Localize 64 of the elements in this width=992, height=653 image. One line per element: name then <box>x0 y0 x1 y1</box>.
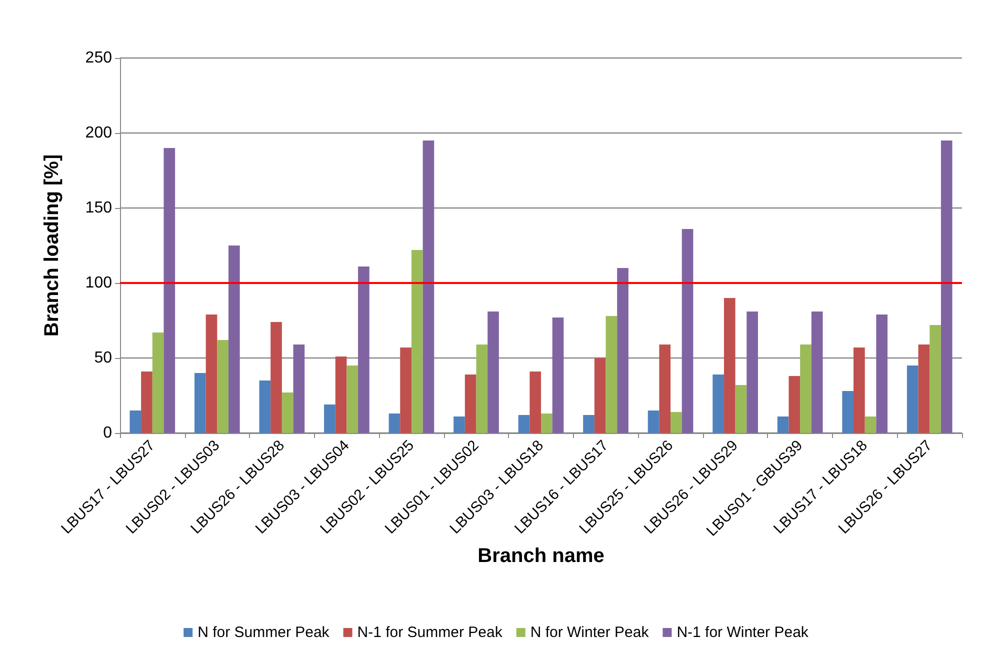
bar <box>530 372 541 433</box>
y-tick-label: 0 <box>103 424 112 442</box>
bar <box>930 325 941 433</box>
bar <box>724 298 736 433</box>
legend-label: N for Summer Peak <box>198 624 330 641</box>
bar <box>282 392 294 433</box>
y-tick-label: 200 <box>85 124 112 142</box>
bar <box>876 314 888 433</box>
bar <box>906 366 918 433</box>
bar <box>918 344 930 433</box>
legend-label: N-1 for Summer Peak <box>357 624 503 641</box>
bar <box>476 344 488 433</box>
bar <box>518 415 530 433</box>
bar <box>864 416 876 433</box>
bar <box>735 385 747 433</box>
bar <box>788 376 800 433</box>
bar <box>194 373 206 433</box>
bar <box>152 332 164 433</box>
legend-label: N-1 for Winter Peak <box>676 624 809 641</box>
bar <box>400 348 412 433</box>
bar <box>270 322 282 433</box>
legend-label: N for Winter Peak <box>530 624 650 641</box>
bar <box>454 416 465 433</box>
x-axis-title: Branch name <box>478 545 604 568</box>
bar <box>422 140 434 433</box>
bar <box>217 340 228 433</box>
bar <box>606 316 618 433</box>
y-axis-title: Branch loading [%] <box>41 154 63 337</box>
bar <box>541 414 552 433</box>
bar <box>594 358 606 433</box>
y-tick-label: 250 <box>85 50 112 66</box>
bar <box>324 404 336 433</box>
bar <box>811 312 823 433</box>
bar <box>293 344 305 433</box>
y-tick-label: 50 <box>94 350 112 366</box>
bar <box>335 356 347 433</box>
y-tick-label: 100 <box>85 274 112 292</box>
bar <box>777 416 789 433</box>
bar <box>411 250 423 433</box>
bar <box>346 366 358 433</box>
bar <box>712 374 724 433</box>
bar <box>488 312 499 433</box>
bar <box>583 415 594 433</box>
bar <box>940 140 952 433</box>
y-tick-label: 150 <box>85 200 112 216</box>
bar <box>800 344 812 433</box>
bar <box>552 318 564 433</box>
bar <box>130 410 142 433</box>
bar <box>464 374 476 433</box>
bar <box>854 348 865 433</box>
bar <box>358 266 370 433</box>
bar <box>388 414 400 433</box>
bar <box>659 344 671 433</box>
bar <box>617 268 628 433</box>
bar <box>682 229 694 433</box>
bar <box>206 314 218 433</box>
bar <box>670 412 682 433</box>
bar <box>648 410 660 433</box>
bar <box>842 391 854 433</box>
bar <box>228 246 240 433</box>
bar <box>141 372 152 433</box>
bar <box>746 312 758 433</box>
bar <box>164 148 176 433</box>
bar <box>259 380 271 433</box>
